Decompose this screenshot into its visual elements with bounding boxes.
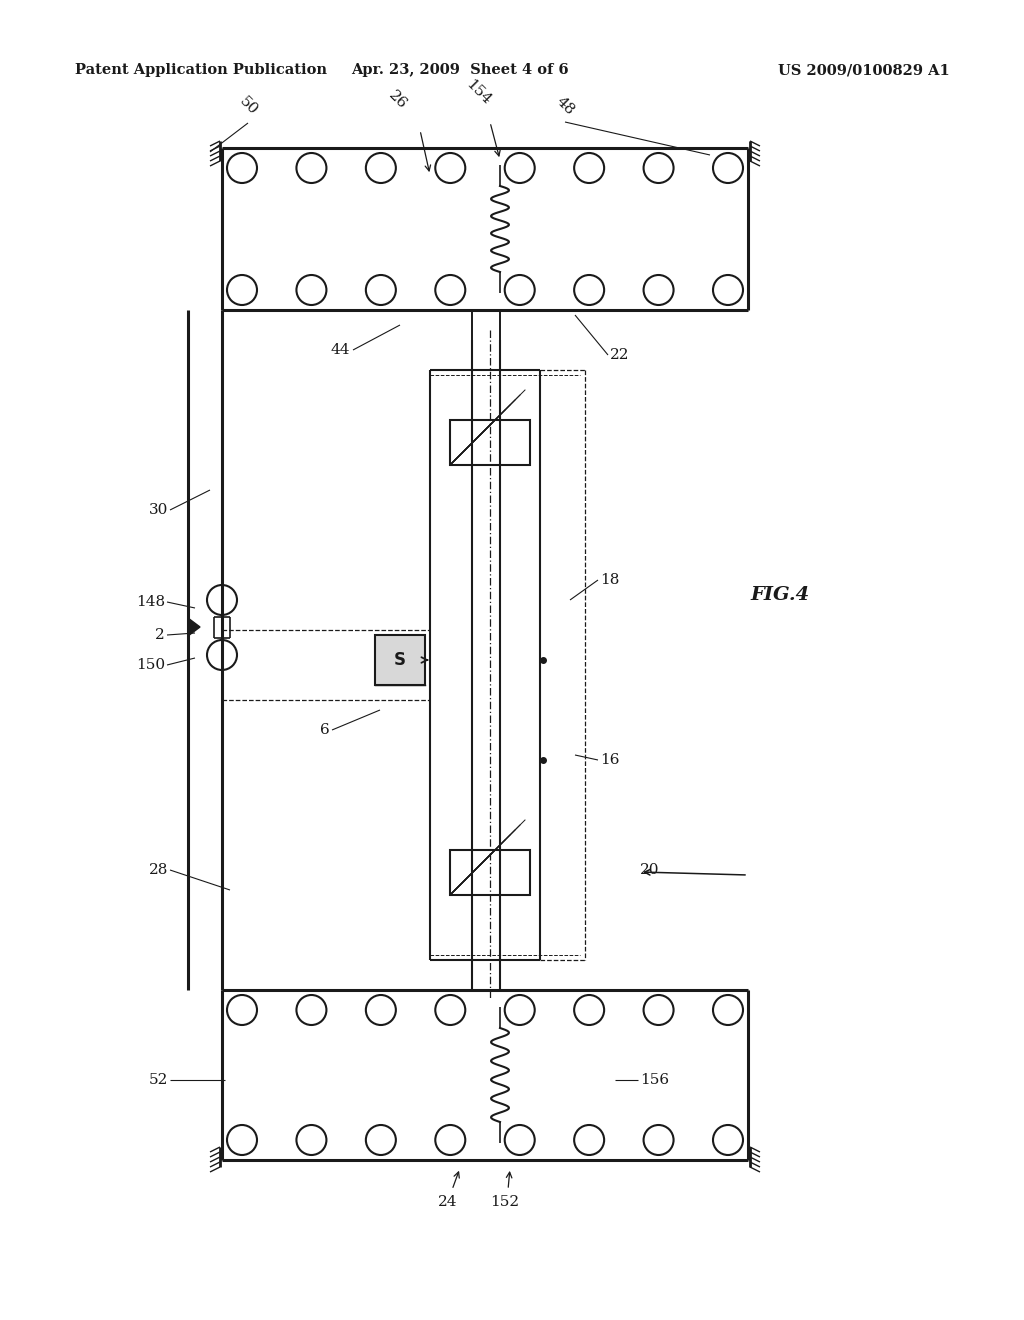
Text: 24: 24 bbox=[438, 1195, 458, 1209]
Text: 48: 48 bbox=[553, 95, 577, 117]
Text: 16: 16 bbox=[600, 752, 620, 767]
Bar bbox=[450, 850, 530, 895]
Bar bbox=[375, 635, 425, 685]
Text: 6: 6 bbox=[321, 723, 330, 737]
Text: US 2009/0100829 A1: US 2009/0100829 A1 bbox=[778, 63, 950, 77]
Text: 22: 22 bbox=[610, 348, 630, 362]
Text: S: S bbox=[394, 651, 406, 669]
Text: 26: 26 bbox=[386, 88, 410, 112]
Text: 18: 18 bbox=[600, 573, 620, 587]
Text: Patent Application Publication: Patent Application Publication bbox=[75, 63, 327, 77]
Text: 44: 44 bbox=[331, 343, 350, 356]
Text: 30: 30 bbox=[148, 503, 168, 517]
Text: FIG.4: FIG.4 bbox=[750, 586, 809, 605]
Bar bbox=[450, 420, 530, 465]
Text: 2: 2 bbox=[156, 628, 165, 642]
Polygon shape bbox=[188, 618, 200, 636]
Text: 152: 152 bbox=[490, 1195, 519, 1209]
Text: 20: 20 bbox=[640, 863, 659, 876]
Text: 148: 148 bbox=[136, 595, 165, 609]
Text: 156: 156 bbox=[640, 1073, 669, 1086]
Text: Apr. 23, 2009  Sheet 4 of 6: Apr. 23, 2009 Sheet 4 of 6 bbox=[351, 63, 568, 77]
Text: 28: 28 bbox=[148, 863, 168, 876]
Text: 50: 50 bbox=[237, 95, 260, 117]
Text: 150: 150 bbox=[136, 657, 165, 672]
Text: 52: 52 bbox=[148, 1073, 168, 1086]
Text: 154: 154 bbox=[463, 78, 494, 108]
